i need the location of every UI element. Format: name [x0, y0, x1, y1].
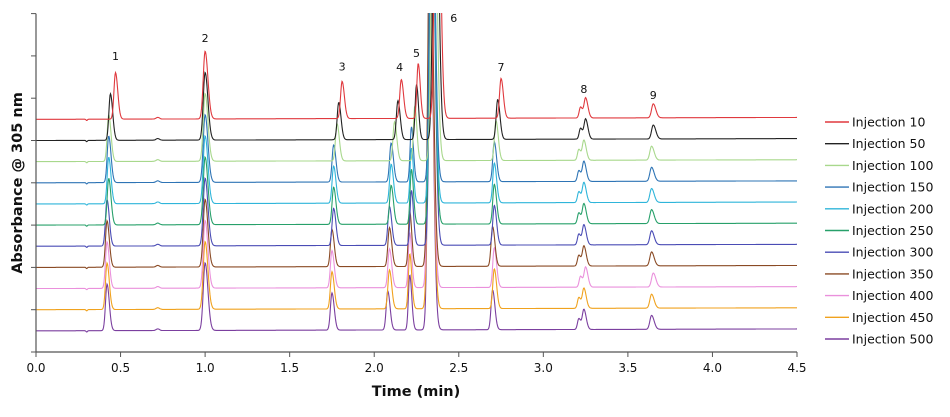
legend-item: Injection 50 [825, 136, 926, 151]
trace-injection-100 [36, 13, 797, 164]
legend-item: Injection 250 [825, 223, 933, 238]
trace-injection-200 [36, 13, 797, 206]
peak-labels: 1 2 3 45 6 7 8 9 [112, 12, 657, 102]
legend-label: Injection 450 [852, 310, 933, 325]
trace-injection-300 [36, 13, 797, 248]
peak-label-9: 9 [650, 89, 657, 102]
x-tick-label: 1.0 [196, 361, 215, 375]
legend-item: Injection 300 [825, 245, 933, 260]
legend-label: Injection 400 [852, 288, 933, 303]
legend-label: Injection 300 [852, 245, 933, 260]
legend-item: Injection 10 [825, 115, 926, 130]
legend-item: Injection 350 [825, 266, 933, 281]
legend-item: Injection 100 [825, 158, 933, 173]
legend-item: Injection 200 [825, 201, 933, 216]
x-tick-label: 4.0 [703, 361, 722, 375]
legend-item: Injection 500 [825, 332, 933, 347]
peak-label-7: 7 [498, 61, 505, 74]
trace-injection-500 [36, 13, 797, 333]
x-tick-label: 0.0 [26, 361, 45, 375]
legend-label: Injection 500 [852, 332, 933, 347]
legend-label: Injection 350 [852, 266, 933, 281]
x-tick-label: 4.5 [787, 361, 806, 375]
peak-label-6: 6 [450, 12, 457, 25]
legend-label: Injection 150 [852, 180, 933, 195]
peak-label-3: 3 [339, 60, 346, 73]
peak-label-5: 5 [413, 47, 420, 60]
trace-injection-350 [36, 13, 797, 270]
x-tick-label: 0.5 [111, 361, 130, 375]
peak-label-2: 2 [202, 32, 209, 45]
legend-label: Injection 100 [852, 158, 933, 173]
y-axis-title: Absorbance @ 305 nm [10, 92, 26, 274]
x-tick-label: 3.5 [618, 361, 637, 375]
legend-item: Injection 400 [825, 288, 933, 303]
trace-injection-400 [36, 13, 797, 291]
legend-label: Injection 50 [852, 136, 926, 151]
peak-label-8: 8 [580, 83, 587, 96]
x-tick-label: 2.5 [449, 361, 468, 375]
legend: Injection 10 Injection 50 Injection 100 Inj… [825, 115, 933, 347]
x-tick-label: 3.0 [534, 361, 553, 375]
legend-label: Injection 10 [852, 115, 926, 130]
peak-label-1: 1 [112, 50, 119, 63]
x-axis-title: Time (min) [372, 384, 461, 400]
traces [36, 13, 797, 333]
peak-label-4: 4 [396, 61, 403, 74]
trace-injection-450 [36, 13, 797, 312]
axes: 0.0 0.5 1.0 1.5 2.0 2.5 3.0 3.5 4.0 4.5 [26, 13, 807, 375]
legend-item: Injection 450 [825, 310, 933, 325]
x-tick-label: 1.5 [280, 361, 299, 375]
trace-injection-10 [36, 13, 797, 121]
trace-injection-150 [36, 13, 797, 185]
legend-label: Injection 250 [852, 223, 933, 238]
legend-item: Injection 150 [825, 180, 933, 195]
trace-injection-250 [36, 13, 797, 227]
legend-label: Injection 200 [852, 201, 933, 216]
x-tick-label: 2.0 [365, 361, 384, 375]
